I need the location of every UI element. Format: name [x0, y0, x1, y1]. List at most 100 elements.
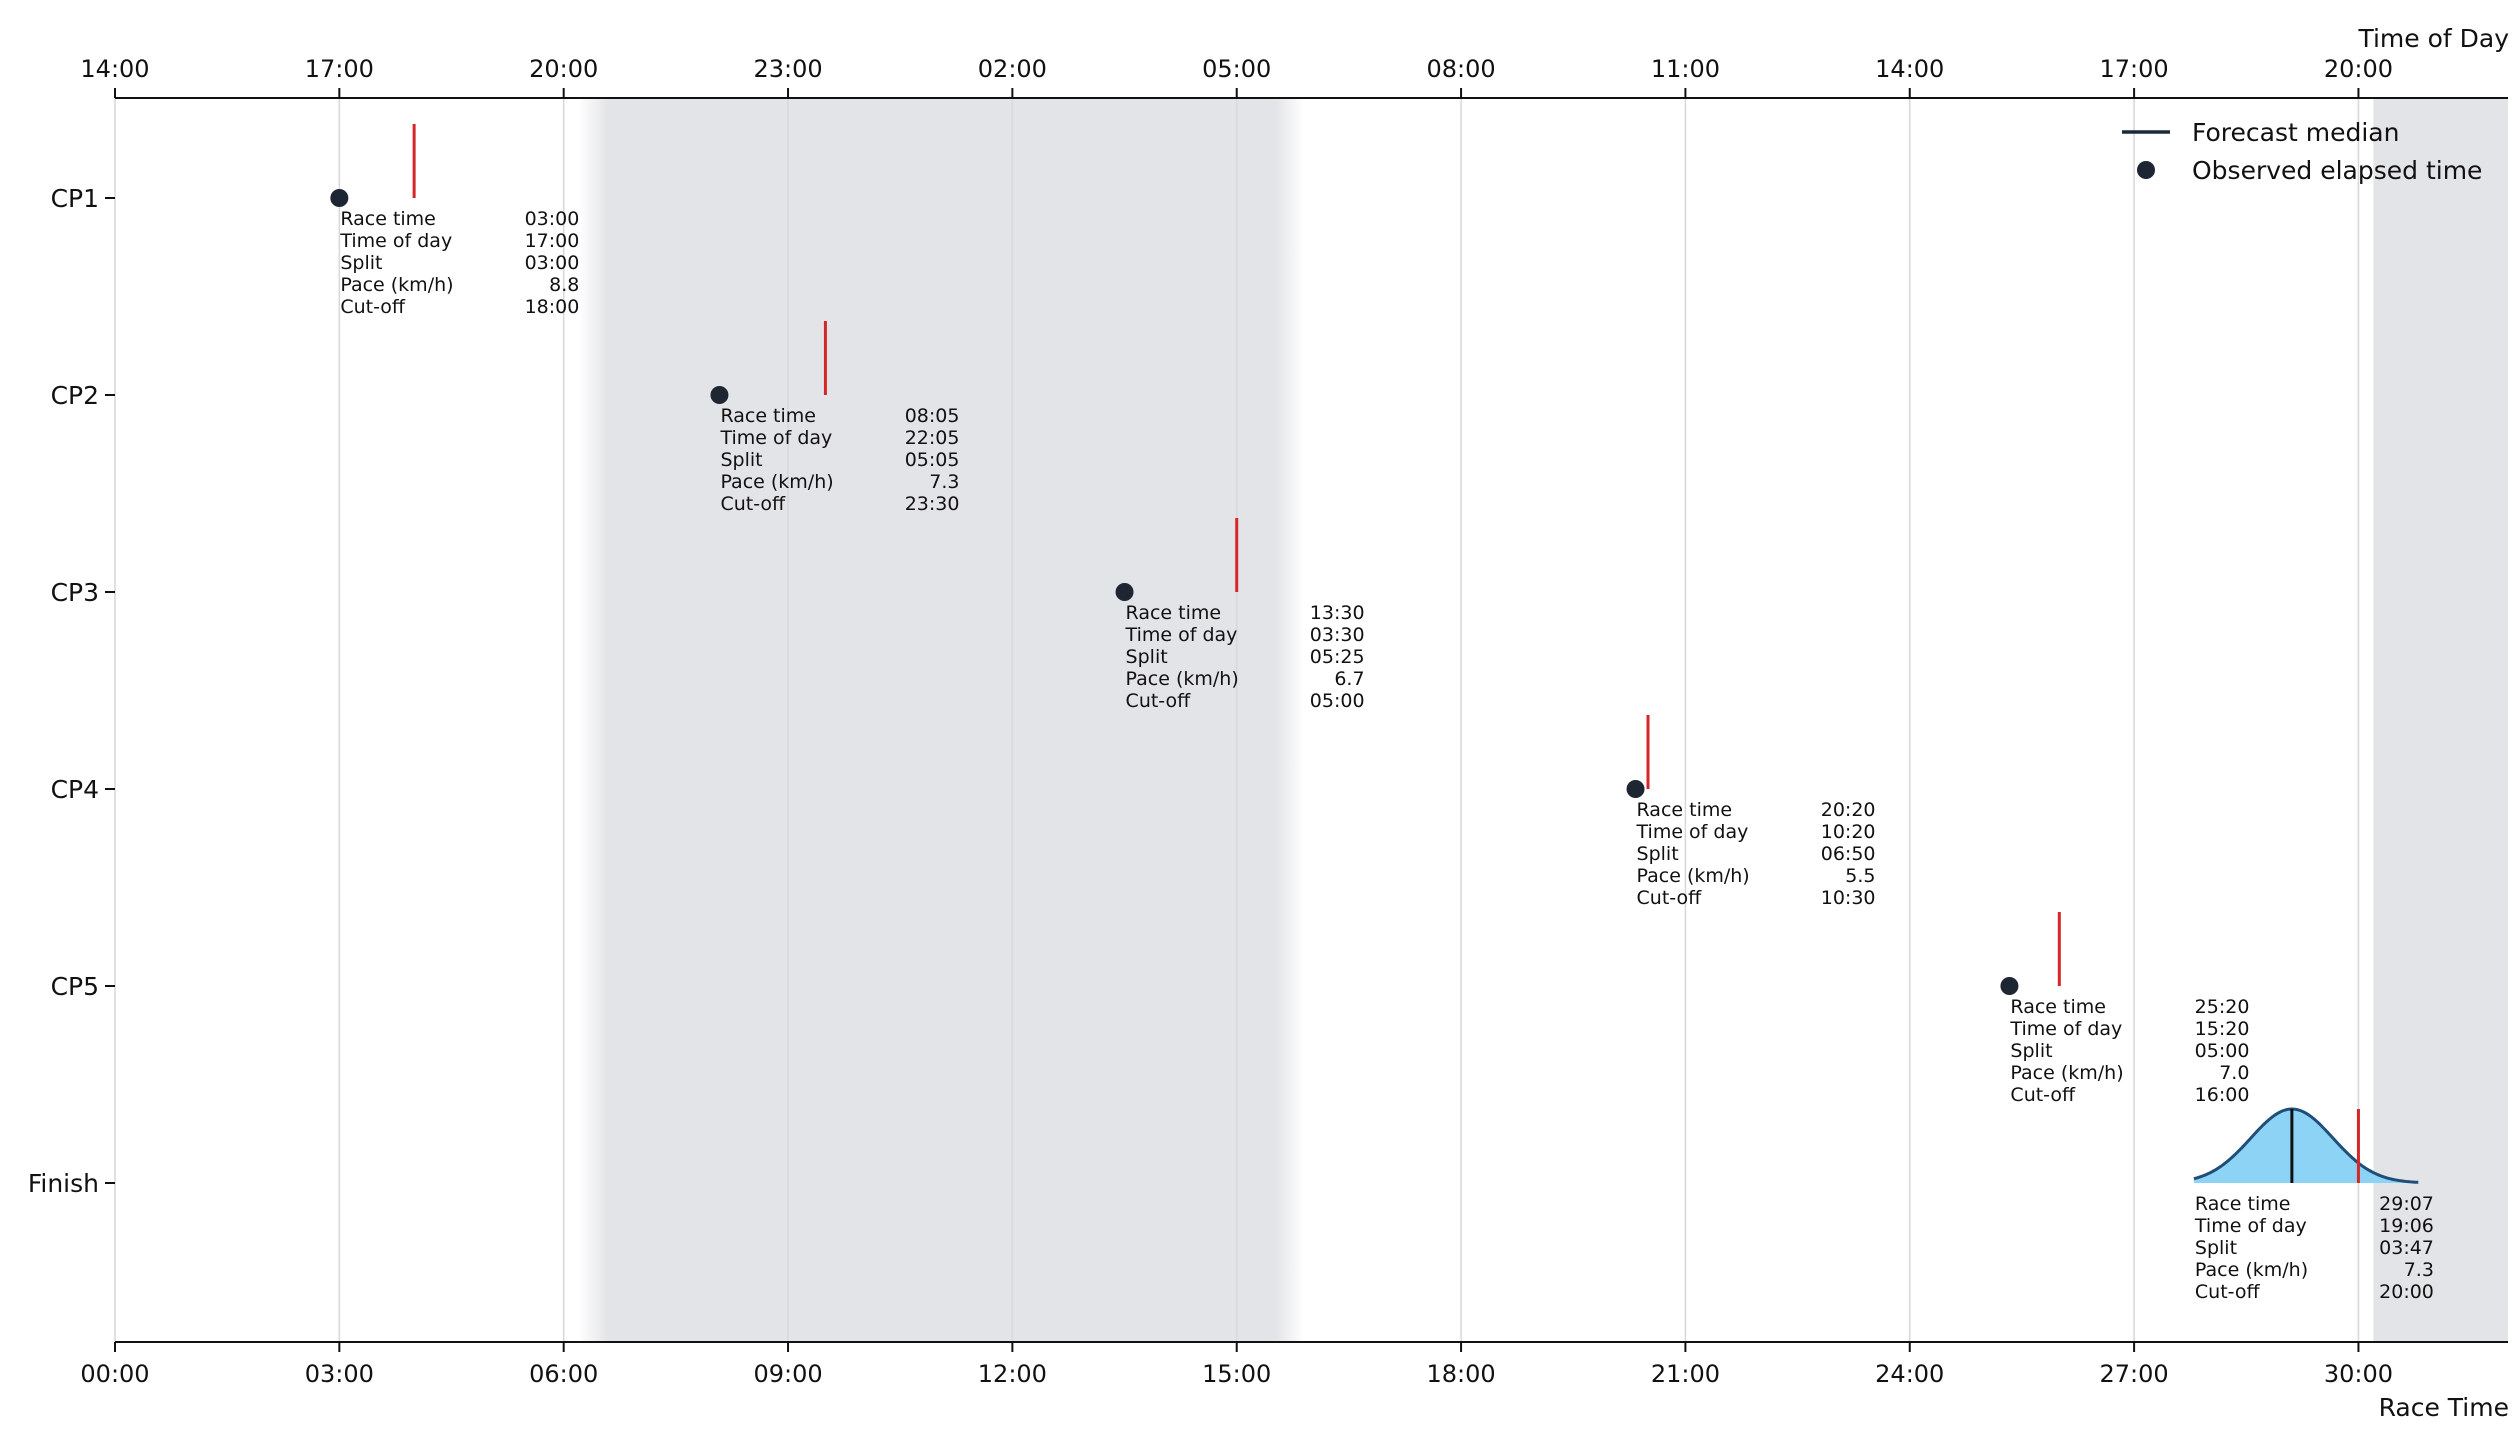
info-label-cp4-2: Split	[1637, 843, 1679, 865]
legend-label-1: Observed elapsed time	[2192, 156, 2482, 185]
marks-layer: Race time 03:00 Time of day 17:00 Split 03:00…	[330, 124, 2434, 1303]
bottom-tick-label-5: 15:00	[1202, 1360, 1271, 1388]
info-label-cp3-2: Split	[1126, 646, 1168, 668]
finish-forecast-curve	[2193, 1107, 2419, 1184]
checkpoint-label-cp1: CP1	[51, 184, 99, 213]
bottom-tick-label-0: 00:00	[80, 1360, 149, 1388]
night-band-0	[578, 98, 1305, 1342]
info-label-finish-2: Split	[2195, 1237, 2237, 1259]
bottom-tick-label-10: 30:00	[2324, 1360, 2393, 1388]
info-label-finish-3: Pace (km/h)	[2195, 1259, 2308, 1281]
info-value-cp5-0: 25:20	[2195, 996, 2250, 1018]
info-label-cp4-3: Pace (km/h)	[1637, 865, 1750, 887]
night-band-1	[2373, 98, 2508, 1342]
checkpoint-label-cp4: CP4	[51, 775, 99, 804]
info-label-cp3-0: Race time	[1126, 602, 1222, 624]
info-value-cp3-0: 13:30	[1310, 602, 1365, 624]
bottom-axis-title: Race Time	[2379, 1393, 2509, 1422]
top-axis-title: Time of Day	[2357, 24, 2509, 53]
info-value-cp5-2: 05:00	[2195, 1040, 2250, 1062]
bottom-tick-label-6: 18:00	[1426, 1360, 1495, 1388]
legend-label-0: Forecast median	[2192, 118, 2399, 147]
info-value-cp2-3: 7.3	[929, 471, 959, 493]
top-tick-label-10: 20:00	[2324, 55, 2393, 83]
info-block-cp2: Race time 08:05 Time of day 22:05 Split 05:05…	[719, 405, 959, 515]
checkpoint-label-cp2: CP2	[51, 381, 99, 410]
info-value-cp2-2: 05:05	[905, 449, 960, 471]
top-tick-label-5: 05:00	[1202, 55, 1271, 83]
info-value-cp5-4: 16:00	[2195, 1084, 2250, 1106]
bottom-tick-label-7: 21:00	[1651, 1360, 1720, 1388]
info-block-cp4: Race time 20:20 Time of day 10:20 Split 06:50…	[1636, 799, 1876, 909]
info-value-cp3-2: 05:25	[1310, 646, 1365, 668]
info-label-cp2-1: Time of day	[719, 427, 832, 449]
info-label-cp4-0: Race time	[1637, 799, 1733, 821]
info-label-finish-4: Cut-off	[2195, 1281, 2261, 1303]
info-label-cp3-3: Pace (km/h)	[1126, 668, 1239, 690]
info-label-cp5-3: Pace (km/h)	[2010, 1062, 2123, 1084]
info-label-cp2-0: Race time	[720, 405, 816, 427]
info-block-finish: Race time 29:07 Time of day 19:06 Split 03:47…	[2194, 1193, 2434, 1303]
info-value-cp1-0: 03:00	[525, 208, 580, 230]
top-tick-label-1: 17:00	[305, 55, 374, 83]
top-tick-label-2: 20:00	[529, 55, 598, 83]
info-label-cp5-2: Split	[2010, 1040, 2052, 1062]
info-label-cp4-1: Time of day	[1636, 821, 1749, 843]
observed-point-cp1	[330, 189, 349, 207]
top-tick-label-4: 02:00	[978, 55, 1047, 83]
top-tick-label-7: 11:00	[1651, 55, 1720, 83]
info-label-cp2-4: Cut-off	[720, 493, 786, 515]
info-block-cp5: Race time 25:20 Time of day 15:20 Split 05:00…	[2009, 996, 2249, 1106]
info-label-finish-1: Time of day	[2194, 1215, 2307, 1237]
checkpoint-label-cp3: CP3	[51, 578, 99, 607]
info-value-finish-4: 20:00	[2379, 1281, 2434, 1303]
info-label-cp1-2: Split	[340, 252, 382, 274]
bottom-tick-label-9: 27:00	[2100, 1360, 2169, 1388]
info-value-cp2-4: 23:30	[905, 493, 960, 515]
info-label-cp5-1: Time of day	[2009, 1018, 2122, 1040]
axes-layer: 00:00 03:00 06:00 09:00 12:00 15:00 18:00 21:00…	[28, 24, 2509, 1422]
grid-layer	[114, 98, 2360, 1342]
info-value-cp4-0: 20:20	[1821, 799, 1876, 821]
night-shading-layer	[578, 98, 2508, 1342]
info-label-finish-0: Race time	[2195, 1193, 2291, 1215]
info-value-cp5-3: 7.0	[2219, 1062, 2249, 1084]
finish-forecast-area	[2193, 1109, 2419, 1183]
info-value-cp4-2: 06:50	[1821, 843, 1876, 865]
info-label-cp4-4: Cut-off	[1637, 887, 1703, 909]
info-value-finish-1: 19:06	[2379, 1215, 2434, 1237]
info-label-cp5-0: Race time	[2010, 996, 2106, 1018]
info-label-cp1-1: Time of day	[339, 230, 452, 252]
top-tick-label-6: 08:00	[1426, 55, 1495, 83]
info-value-cp3-3: 6.7	[1334, 668, 1364, 690]
info-block-cp1: Race time 03:00 Time of day 17:00 Split 03:00…	[339, 208, 579, 318]
observed-point-cp2	[710, 386, 729, 404]
info-value-cp5-1: 15:20	[2195, 1018, 2250, 1040]
top-tick-label-0: 14:00	[80, 55, 149, 83]
info-value-cp1-3: 8.8	[549, 274, 579, 296]
checkpoint-label-finish: Finish	[28, 1169, 99, 1198]
info-value-cp2-0: 08:05	[905, 405, 960, 427]
bottom-tick-label-4: 12:00	[978, 1360, 1047, 1388]
info-label-cp1-0: Race time	[340, 208, 436, 230]
info-value-finish-3: 7.3	[2404, 1259, 2434, 1281]
info-label-cp5-4: Cut-off	[2010, 1084, 2076, 1106]
observed-point-cp4	[1626, 780, 1645, 798]
info-value-cp1-4: 18:00	[525, 296, 580, 318]
info-label-cp2-2: Split	[720, 449, 762, 471]
legend-swatch-1	[2137, 161, 2155, 179]
bottom-tick-label-1: 03:00	[305, 1360, 374, 1388]
info-label-cp1-3: Pace (km/h)	[340, 274, 453, 296]
info-label-cp3-4: Cut-off	[1126, 690, 1192, 712]
info-value-finish-2: 03:47	[2379, 1237, 2434, 1259]
info-value-cp3-1: 03:30	[1310, 624, 1365, 646]
bottom-tick-label-2: 06:00	[529, 1360, 598, 1388]
bottom-tick-label-3: 09:00	[753, 1360, 822, 1388]
legend: Forecast median Observed elapsed time	[2122, 118, 2482, 185]
info-value-cp2-1: 22:05	[905, 427, 960, 449]
info-value-cp4-1: 10:20	[1821, 821, 1876, 843]
info-value-cp1-2: 03:00	[525, 252, 580, 274]
top-tick-label-8: 14:00	[1875, 55, 1944, 83]
checkpoint-label-cp5: CP5	[51, 972, 99, 1001]
